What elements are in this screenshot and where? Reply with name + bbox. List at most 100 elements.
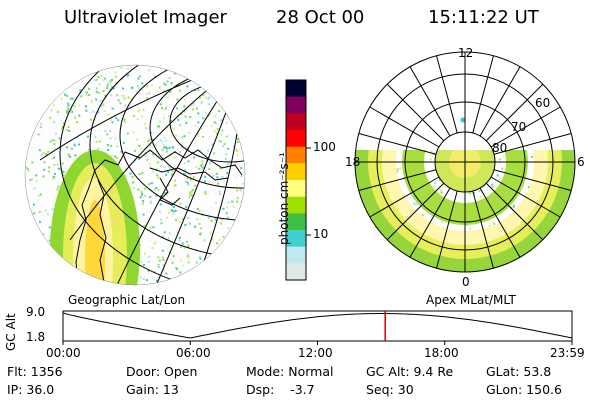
noise-pixel	[208, 168, 211, 171]
noise-pixel	[106, 133, 109, 136]
noise-pixel	[109, 137, 112, 140]
noise-pixel	[187, 160, 190, 163]
noise-pixel	[37, 133, 40, 136]
noise-pixel	[106, 86, 109, 89]
noise-pixel	[70, 109, 73, 112]
noise-pixel	[95, 90, 98, 93]
noise-pixel	[196, 125, 199, 128]
noise-pixel	[67, 153, 70, 156]
noise-pixel	[187, 245, 190, 248]
noise-pixel	[116, 156, 119, 159]
noise-pixel	[168, 232, 171, 235]
polar-outer-ring	[354, 51, 576, 273]
noise-pixel	[163, 136, 166, 139]
noise-pixel	[45, 153, 48, 156]
noise-pixel	[213, 130, 216, 133]
noise-pixel	[171, 147, 174, 150]
noise-pixel	[153, 242, 156, 245]
noise-pixel	[483, 185, 486, 188]
noise-pixel	[167, 96, 170, 99]
noise-pixel	[46, 213, 49, 216]
noise-pixel	[123, 120, 126, 123]
mlt-spoke	[472, 190, 494, 269]
noise-pixel	[188, 131, 191, 134]
noise-pixel	[73, 99, 76, 102]
noise-pixel	[78, 104, 81, 107]
noise-pixel	[493, 185, 496, 188]
noise-pixel	[53, 163, 56, 166]
noise-pixel	[129, 172, 132, 175]
noise-pixel	[179, 89, 182, 92]
noise-pixel	[225, 135, 228, 138]
noise-pixel	[98, 83, 101, 86]
noise-pixel	[191, 189, 194, 192]
noise-pixel	[67, 108, 70, 111]
noise-pixel	[219, 192, 222, 195]
noise-pixel	[197, 135, 200, 138]
noise-pixel	[33, 212, 36, 215]
noise-pixel	[221, 130, 224, 133]
noise-pixel	[67, 125, 70, 128]
noise-pixel	[178, 239, 181, 242]
noise-pixel	[513, 205, 516, 208]
noise-pixel	[51, 119, 54, 122]
noise-pixel	[206, 149, 209, 152]
noise-pixel	[215, 172, 218, 175]
noise-pixel	[396, 168, 399, 171]
noise-pixel	[55, 132, 58, 135]
noise-pixel	[157, 265, 160, 268]
noise-pixel	[53, 172, 56, 175]
noise-pixel	[53, 121, 56, 124]
noise-pixel	[168, 211, 171, 214]
noise-pixel	[230, 140, 233, 143]
noise-pixel	[162, 144, 165, 147]
noise-pixel	[203, 239, 206, 242]
noise-pixel	[56, 163, 59, 166]
noise-pixel	[430, 150, 433, 153]
noise-pixel	[74, 154, 77, 157]
noise-pixel	[87, 83, 90, 86]
noise-pixel	[104, 77, 107, 80]
noise-pixel	[107, 113, 110, 116]
noise-pixel	[111, 107, 114, 110]
noise-pixel	[434, 181, 437, 184]
noise-pixel	[68, 129, 71, 132]
noise-pixel	[41, 132, 44, 135]
noise-pixel	[194, 225, 197, 228]
mlt-spoke	[490, 106, 561, 148]
mlt-spoke	[369, 106, 440, 148]
noise-pixel	[123, 104, 126, 107]
noise-pixel	[139, 276, 142, 279]
noise-pixel	[30, 154, 33, 157]
noise-pixel	[108, 105, 111, 108]
noise-pixel	[186, 256, 189, 259]
coastline-outline	[71, 149, 243, 285]
noise-pixel	[57, 185, 60, 188]
noise-pixel	[204, 96, 207, 99]
noise-pixel	[210, 220, 213, 223]
noise-pixel	[97, 76, 100, 79]
noise-pixel	[197, 121, 200, 124]
noise-pixel	[174, 209, 177, 212]
noise-pixel	[186, 181, 189, 184]
noise-pixel	[110, 144, 113, 147]
noise-pixel	[198, 255, 201, 258]
mlat-label-60: 60	[535, 96, 551, 110]
noise-pixel	[50, 137, 53, 140]
noise-pixel	[130, 98, 133, 101]
noise-pixel	[171, 261, 174, 264]
mlat-label-80: 80	[492, 141, 508, 155]
info-seq: Seq: 30	[366, 382, 414, 397]
noise-pixel	[131, 175, 134, 178]
noise-pixel	[88, 93, 91, 96]
noise-pixel	[187, 183, 190, 186]
noise-pixel	[157, 175, 160, 178]
noise-pixel	[157, 176, 160, 179]
noise-pixel	[38, 210, 41, 213]
noise-pixel	[48, 166, 51, 169]
noise-pixel	[155, 279, 158, 282]
noise-pixel	[204, 131, 207, 134]
noise-pixel	[193, 89, 196, 92]
noise-pixel	[151, 246, 154, 249]
noise-pixel	[29, 147, 32, 150]
